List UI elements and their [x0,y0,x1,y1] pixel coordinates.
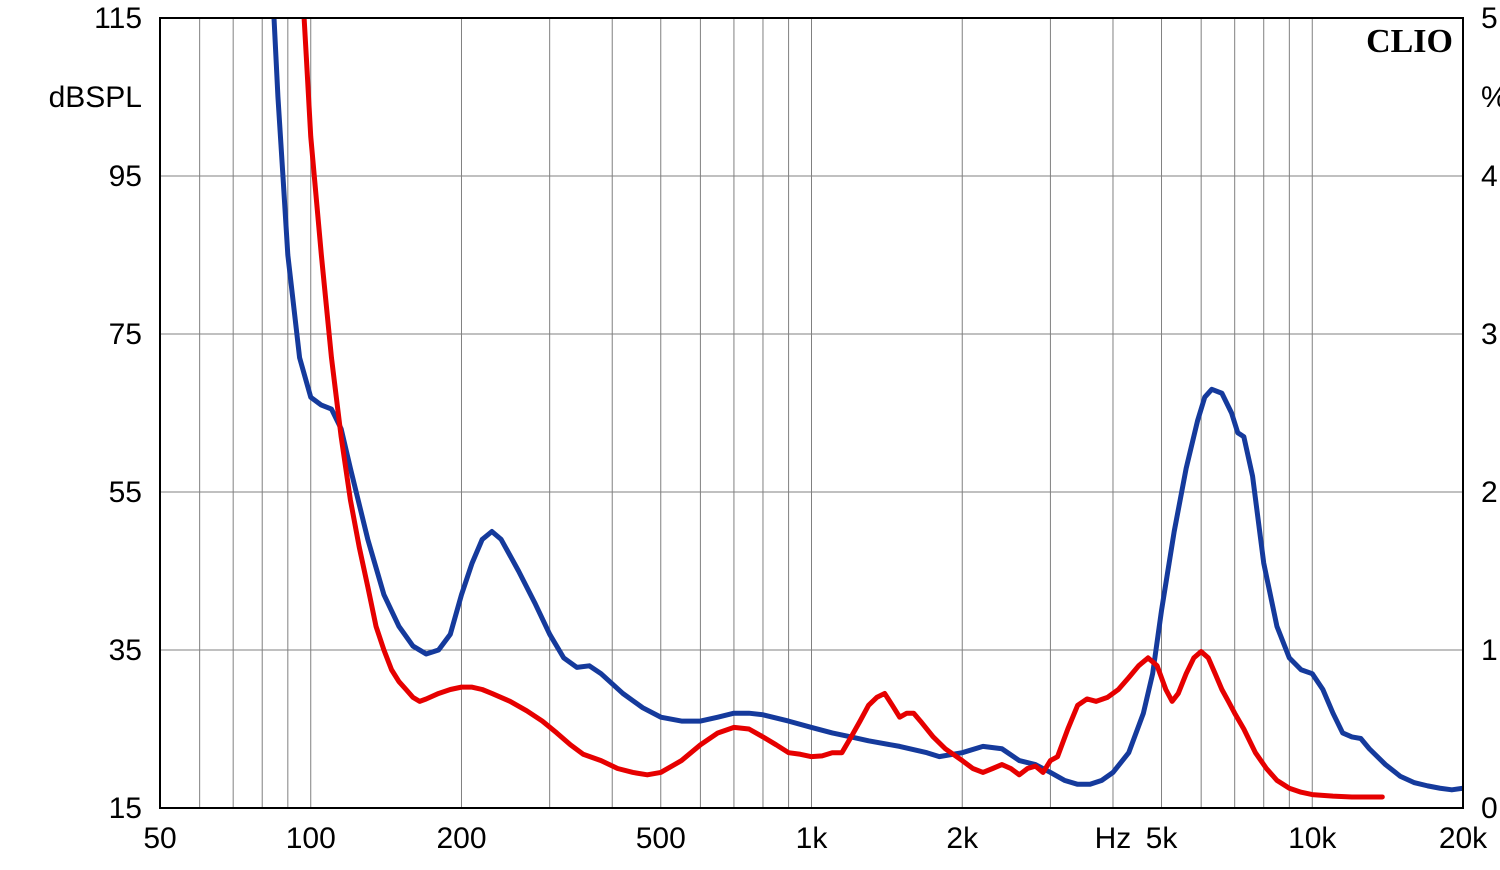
x-tick-label: 200 [436,822,486,855]
y-right-tick-label: 3 [1481,318,1498,351]
frequency-response-chart: 501002005001k2kHz5k10k20k1535557595115dB… [0,0,1500,870]
y-left-tick-label: 35 [109,634,142,667]
y-left-unit-label: dBSPL [49,81,142,114]
y-right-unit-label: % [1481,81,1500,114]
y-right-tick-label: 4 [1481,160,1498,193]
y-right-tick-label: 1 [1481,634,1498,667]
x-tick-label: 500 [636,822,686,855]
x-tick-label: 10k [1288,822,1337,855]
y-left-tick-label: 75 [109,318,142,351]
chart-container: 501002005001k2kHz5k10k20k1535557595115dB… [0,0,1500,870]
x-tick-label: 50 [143,822,176,855]
y-left-tick-label: 115 [94,2,142,35]
x-tick-label: 100 [286,822,336,855]
y-left-tick-label: 95 [109,160,142,193]
x-tick-label: 20k [1439,822,1488,855]
x-tick-label: 1k [796,822,829,855]
y-right-tick-label: 0 [1481,792,1498,825]
x-tick-label: 5k [1146,822,1179,855]
y-left-tick-label: 55 [109,476,142,509]
y-left-tick-label: 15 [109,792,142,825]
y-right-tick-label: 5 [1481,2,1498,35]
x-tick-label: Hz [1095,822,1132,855]
x-tick-label: 2k [946,822,979,855]
y-right-tick-label: 2 [1481,476,1498,509]
brand-label: CLIO [1366,23,1453,60]
